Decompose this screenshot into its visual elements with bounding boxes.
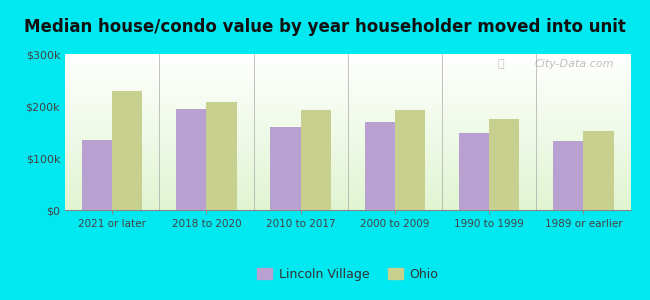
Bar bbox=[395, 110, 425, 210]
Bar bbox=[82, 140, 112, 210]
Legend: Lincoln Village, Ohio: Lincoln Village, Ohio bbox=[254, 264, 442, 285]
Bar bbox=[207, 102, 237, 210]
Bar bbox=[584, 131, 614, 210]
Text: City-Data.com: City-Data.com bbox=[534, 59, 614, 69]
Bar bbox=[300, 110, 331, 210]
Bar bbox=[365, 122, 395, 210]
Bar bbox=[270, 127, 300, 210]
Bar bbox=[553, 141, 584, 210]
Bar bbox=[459, 133, 489, 210]
Text: ⓘ: ⓘ bbox=[498, 59, 504, 69]
Bar bbox=[112, 92, 142, 210]
Bar bbox=[176, 109, 206, 210]
Bar bbox=[489, 119, 519, 210]
Text: Median house/condo value by year householder moved into unit: Median house/condo value by year househo… bbox=[24, 18, 626, 36]
